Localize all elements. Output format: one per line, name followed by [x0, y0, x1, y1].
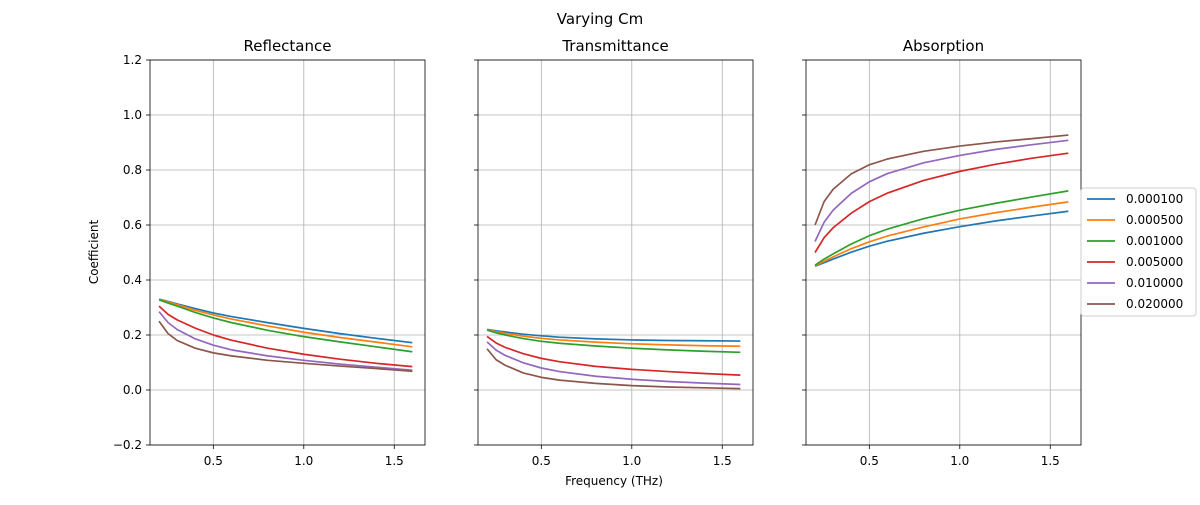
series-line-0.010000	[158, 311, 413, 372]
panel-reflectance: 0.5 1.0 1.5 −0.2 0.0 0.2 0.4 0.6 0.8 1.0 1.2 Reflec…	[113, 37, 426, 468]
axes-frame	[149, 59, 426, 446]
legend-label: 0.000100	[1126, 192, 1183, 206]
y-tick-label: 0.0	[123, 383, 142, 397]
series-line-0.000100	[814, 210, 1069, 268]
series-line-0.001000	[486, 329, 741, 354]
y-axis-label: Coefficient	[87, 220, 101, 285]
series-line-0.010000	[486, 341, 741, 386]
x-tick-label: 1.0	[294, 454, 313, 468]
panel-transmittance: 0.5 1.0 1.5 Transmittance	[474, 37, 754, 468]
series-line-0.000100	[486, 328, 741, 342]
series-line-0.020000	[486, 348, 741, 390]
series-line-0.000500	[814, 201, 1069, 267]
axes-frame	[477, 59, 754, 446]
series-line-0.005000	[158, 305, 413, 368]
y-tick-label: 0.6	[123, 218, 142, 232]
x-tick-label: 0.5	[860, 454, 879, 468]
x-tick-label: 0.5	[532, 454, 551, 468]
x-tick-label: 1.5	[1041, 454, 1060, 468]
series-line-0.010000	[814, 139, 1069, 242]
legend-label: 0.005000	[1126, 255, 1183, 269]
panels: 0.5 1.0 1.5 −0.2 0.0 0.2 0.4 0.6 0.8 1.0 1.2 Reflec…	[113, 37, 1082, 468]
series-line-0.000500	[158, 298, 413, 348]
series-line-0.001000	[158, 299, 413, 353]
y-tick-label: 1.2	[123, 53, 142, 67]
y-tick-label: 0.4	[123, 273, 142, 287]
series-line-0.005000	[486, 335, 741, 376]
x-axis-label: Frequency (THz)	[565, 474, 663, 488]
legend-label: 0.010000	[1126, 276, 1183, 290]
x-tick-label: 0.5	[204, 454, 223, 468]
panel-title: Absorption	[903, 37, 984, 55]
y-tick-label: 0.8	[123, 163, 142, 177]
series-line-0.001000	[814, 190, 1069, 266]
panel-title: Reflectance	[244, 37, 332, 55]
y-tick-label: −0.2	[113, 438, 142, 452]
series-line-0.020000	[158, 320, 413, 373]
x-tick-label: 1.5	[385, 454, 404, 468]
y-tick-label: 0.2	[123, 328, 142, 342]
legend-label: 0.000500	[1126, 213, 1183, 227]
figure-title: Varying Cm	[557, 10, 643, 28]
legend-label: 0.020000	[1126, 297, 1183, 311]
panel-title: Transmittance	[561, 37, 668, 55]
panel-absorption: 0.5 1.0 1.5 Absorption	[802, 37, 1082, 468]
x-tick-label: 1.0	[950, 454, 969, 468]
x-tick-label: 1.0	[622, 454, 641, 468]
series-line-0.020000	[814, 134, 1069, 226]
y-tick-label: 1.0	[123, 108, 142, 122]
series-line-0.005000	[814, 152, 1069, 253]
axes-frame	[805, 59, 1082, 446]
legend-label: 0.001000	[1126, 234, 1183, 248]
x-tick-label: 1.5	[713, 454, 732, 468]
series-line-0.000500	[486, 328, 741, 348]
legend: 0.000100 0.000500 0.001000 0.005000 0.010000…	[1080, 187, 1197, 317]
series-line-0.000100	[158, 298, 413, 344]
